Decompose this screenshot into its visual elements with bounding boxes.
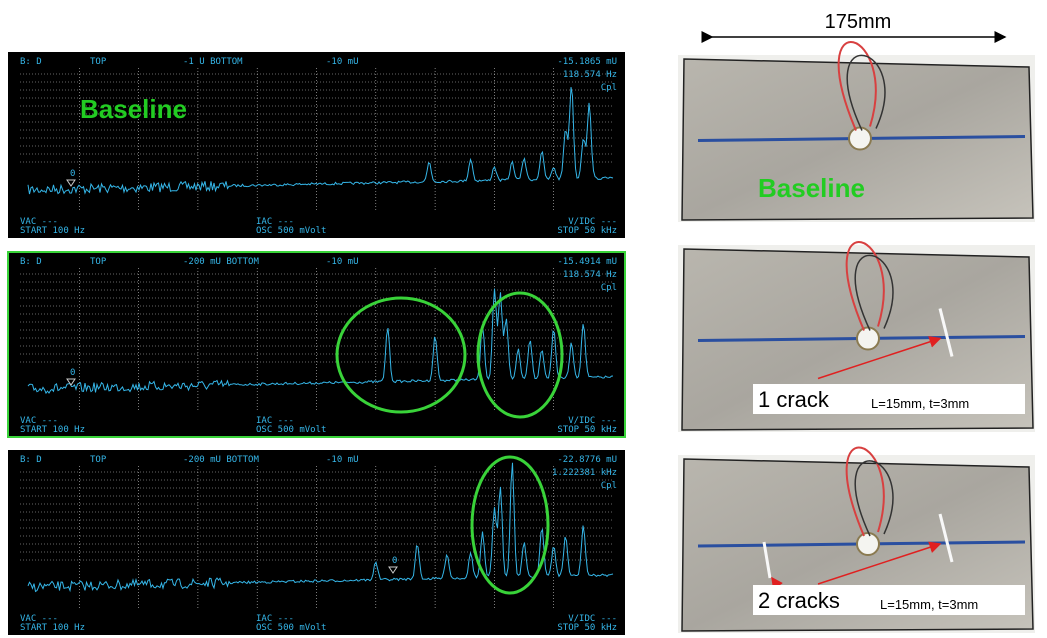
label-backdrop xyxy=(753,384,1025,414)
piezo-sensor xyxy=(848,126,872,151)
screen-text: B: D xyxy=(20,455,42,465)
marker-triangle xyxy=(66,378,76,386)
wire xyxy=(845,446,885,537)
piezo-sensor xyxy=(856,326,880,351)
screen-text: Cpl xyxy=(601,283,617,293)
screen-text: -15.1865 mU xyxy=(557,57,617,67)
analyzer-screen: B: D TOP -200 mU BOTTOM -10 mU -15.4914 mU 11… xyxy=(7,251,626,438)
screen-text: TOP xyxy=(90,57,107,67)
screen-text: Cpl xyxy=(601,481,617,491)
screen-text: Cpl xyxy=(601,83,617,93)
spectrum-trace xyxy=(27,288,614,395)
crack xyxy=(938,513,954,563)
screen-text: OSC 500 mVolt xyxy=(256,623,326,633)
marker-triangle xyxy=(388,566,398,574)
screen-text: 118.574 Hz xyxy=(563,70,617,80)
screen-text: STOP 50 kHz xyxy=(557,226,617,236)
screen-text: IAC --- xyxy=(256,217,294,227)
screen-text: VAC --- xyxy=(20,416,58,426)
marker-label: 0 xyxy=(70,169,75,179)
piezo-sensor xyxy=(856,532,880,556)
wire xyxy=(854,460,894,537)
wire xyxy=(854,254,894,331)
photo-note: L=15mm, t=3mm xyxy=(871,396,969,411)
screen-text: V/IDC --- xyxy=(568,614,617,624)
photo-label: Baseline xyxy=(758,173,865,203)
photo-note: L=15mm, t=3mm xyxy=(880,597,978,612)
screen-text: VAC --- xyxy=(20,217,58,227)
screen-text: B: D xyxy=(20,257,42,267)
plate-photo: 1 crack L=15mm, t=3mm xyxy=(678,241,1035,432)
screen-text: -200 mU BOTTOM xyxy=(183,455,259,465)
crack-arrow xyxy=(817,336,942,380)
screen-label: Baseline xyxy=(80,94,187,124)
screen-text: -15.4914 mU xyxy=(557,257,617,267)
screen-text: -200 mU BOTTOM xyxy=(183,257,259,267)
screen-text: OSC 500 mVolt xyxy=(256,425,326,435)
screen-text: START 100 Hz xyxy=(20,425,85,435)
screen-text: -10 mU xyxy=(326,455,359,465)
screen-text: V/IDC --- xyxy=(568,416,617,426)
screen-text: -10 mU xyxy=(326,57,359,67)
screen-text: 1.222381 kHz xyxy=(552,468,617,478)
crack xyxy=(762,541,772,579)
screen-text: -1 U BOTTOM xyxy=(183,57,243,67)
wire xyxy=(837,41,877,131)
crack-arrow xyxy=(817,541,942,585)
screen-background xyxy=(8,52,625,238)
crack xyxy=(938,308,954,357)
spectrum-trace xyxy=(27,87,614,195)
marker-label: 0 xyxy=(392,556,397,566)
marker-triangle xyxy=(66,179,76,187)
screen-text: STOP 50 kHz xyxy=(557,425,617,435)
label-backdrop xyxy=(753,585,1025,615)
screen-text: B: D xyxy=(20,57,42,67)
marker-label: 0 xyxy=(70,368,75,378)
highlight-circle xyxy=(335,296,467,414)
analyzer-screen: B: D TOP -200 mU BOTTOM -10 mU -22.8776 mU 1.… xyxy=(8,450,625,635)
wire xyxy=(845,241,885,331)
screen-text: VAC --- xyxy=(20,614,58,624)
plate-photo: 2 cracks L=15mm, t=3mm xyxy=(678,446,1035,633)
highlight-circle xyxy=(476,291,564,419)
screen-text: TOP xyxy=(90,455,107,465)
highlight-circle xyxy=(470,455,550,595)
screen-text: -10 mU xyxy=(326,257,359,267)
photo-label: 1 crack xyxy=(758,387,830,412)
screen-text: TOP xyxy=(90,257,107,267)
screen-text: -22.8776 mU xyxy=(557,455,617,465)
screen-text: START 100 Hz xyxy=(20,623,85,633)
screen-text: OSC 500 mVolt xyxy=(256,226,326,236)
plate-photo: Baseline xyxy=(678,41,1035,222)
analyzer-screen: B: D TOP -1 U BOTTOM -10 mU -15.1865 mU 118.5… xyxy=(8,52,625,238)
photo-label: 2 cracks xyxy=(758,588,840,613)
screen-text: IAC --- xyxy=(256,614,294,624)
screen-text: IAC --- xyxy=(256,416,294,426)
spectrum-trace xyxy=(27,462,614,593)
dimension-label: 175mm xyxy=(825,11,892,33)
screen-text: V/IDC --- xyxy=(568,217,617,227)
screen-text: STOP 50 kHz xyxy=(557,623,617,633)
wire xyxy=(846,54,886,131)
screen-text: 118.574 Hz xyxy=(563,270,617,280)
screen-text: START 100 Hz xyxy=(20,226,85,236)
